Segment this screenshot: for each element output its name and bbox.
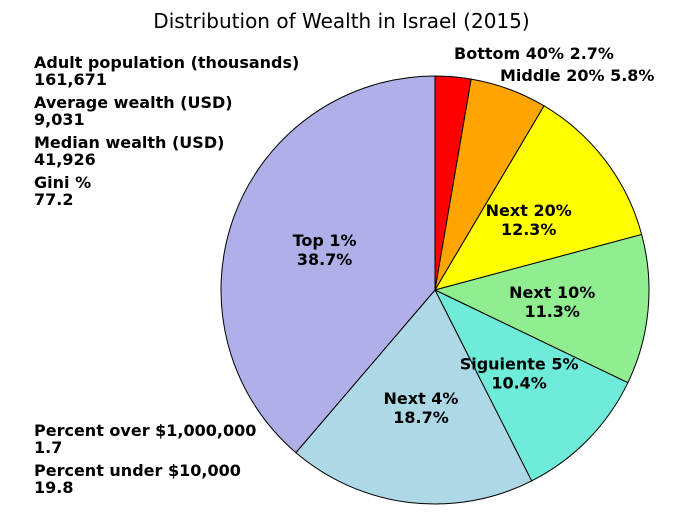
stat-value: 1.7 bbox=[34, 438, 63, 457]
slice-label-next-4: Next 4% 18.7% bbox=[384, 389, 459, 427]
stat-label: Median wealth (USD) bbox=[34, 133, 225, 152]
stat-percent-under-10000: Percent under $10,000 19.8 bbox=[34, 462, 256, 496]
slice-label-middle-20: Middle 20% 5.8% bbox=[500, 66, 654, 85]
stats-bottom: Percent over $1,000,000 1.7 Percent unde… bbox=[34, 422, 256, 502]
slice-label-bottom-40: Bottom 40% 2.7% bbox=[454, 44, 614, 63]
stat-adult-population: Adult population (thousands) 161,671 bbox=[34, 54, 299, 88]
chart-title: Distribution of Wealth in Israel (2015) bbox=[153, 9, 530, 33]
stats-top: Adult population (thousands) 161,671 Ave… bbox=[34, 54, 299, 214]
stat-median-wealth: Median wealth (USD) 41,926 bbox=[34, 134, 299, 168]
pie-slices bbox=[220, 75, 650, 505]
slice-label-next-20: Next 20% 12.3% bbox=[486, 201, 572, 239]
stat-average-wealth: Average wealth (USD) 9,031 bbox=[34, 94, 299, 128]
slice-label-next-10: Next 10% 11.3% bbox=[509, 283, 595, 321]
stat-label: Percent under $10,000 bbox=[34, 461, 241, 480]
stat-value: 9,031 bbox=[34, 110, 85, 129]
stat-value: 19.8 bbox=[34, 478, 74, 497]
pie-labels: Bottom 40% 2.7% Middle 20% 5.8% Next 20% 12… bbox=[293, 44, 655, 427]
slice-label-top-1: Top 1% 38.7% bbox=[293, 231, 357, 269]
stat-label: Percent over $1,000,000 bbox=[34, 421, 257, 440]
pie-slice-next-10 bbox=[433, 233, 650, 384]
stat-value: 161,671 bbox=[34, 70, 107, 89]
stat-gini: Gini % 77.2 bbox=[34, 174, 299, 208]
stat-value: 77.2 bbox=[34, 190, 74, 209]
pie-slice-siguiente-5 bbox=[433, 288, 629, 482]
pie-slice-next-4 bbox=[295, 289, 533, 505]
pie-slice-top-1 bbox=[220, 75, 436, 454]
stat-label: Average wealth (USD) bbox=[34, 93, 233, 112]
stat-label: Adult population (thousands) bbox=[34, 53, 300, 72]
stat-label: Gini % bbox=[34, 173, 92, 192]
stat-value: 41,926 bbox=[34, 150, 96, 169]
pie-slice-next-20 bbox=[433, 105, 643, 291]
slice-label-siguiente-5: Siguiente 5% 10.4% bbox=[460, 354, 579, 392]
stat-percent-over-million: Percent over $1,000,000 1.7 bbox=[34, 422, 256, 456]
